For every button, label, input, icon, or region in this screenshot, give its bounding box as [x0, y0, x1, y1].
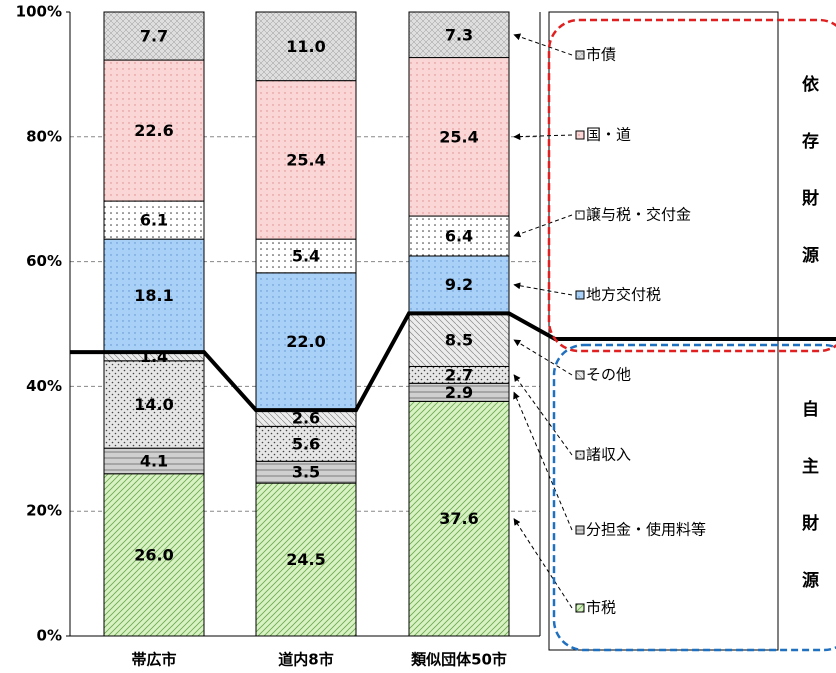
group-box — [547, 18, 836, 353]
value-label: 2.9 — [445, 383, 473, 402]
y-tick-label: 0% — [37, 627, 62, 645]
group-separator — [70, 311, 836, 413]
legend-frame — [548, 11, 779, 651]
value-label: 22.0 — [286, 332, 325, 351]
legend-swatch — [575, 50, 585, 60]
y-tick-label: 20% — [26, 502, 62, 520]
x-tick-label: 道内8市 — [278, 651, 333, 669]
bar-segment — [103, 11, 205, 61]
bar-segment — [103, 59, 205, 202]
value-label: 2.7 — [445, 365, 473, 384]
leader-arrow — [513, 339, 573, 376]
y-tick-label: 40% — [26, 377, 62, 395]
value-label: 4.1 — [140, 451, 168, 470]
bar-segment — [103, 473, 205, 637]
y-tick-label: 100% — [16, 3, 62, 21]
legend-swatch — [575, 450, 585, 460]
bar-segment — [408, 57, 510, 217]
value-label: 37.6 — [439, 509, 478, 528]
leader-arrow — [513, 214, 573, 238]
value-label: 2.6 — [292, 409, 320, 428]
legend-label: 分担金・使用料等 — [586, 521, 706, 539]
bar-segment — [255, 11, 357, 82]
value-label: 7.7 — [140, 27, 168, 46]
bar-segment — [255, 482, 357, 637]
leader-arrow — [513, 374, 573, 456]
group-box — [552, 343, 836, 652]
legend-label: 譲与税・交付金 — [586, 206, 691, 224]
value-label: 26.0 — [134, 545, 173, 564]
group-label: 依存財源 — [798, 74, 820, 303]
x-tick-label: 帯広市 — [131, 651, 176, 669]
value-label: 6.4 — [445, 227, 473, 246]
leader-arrow — [513, 391, 573, 531]
legend-swatch — [575, 210, 585, 220]
leader-arrow — [513, 518, 573, 609]
value-label: 9.2 — [445, 275, 473, 294]
y-tick-label: 80% — [26, 127, 62, 145]
value-label: 7.3 — [445, 25, 473, 44]
bar-segment — [408, 400, 510, 637]
bar-segment — [103, 360, 205, 449]
legend-swatch — [575, 603, 585, 613]
bar-segment — [255, 425, 357, 462]
value-label: 25.4 — [439, 127, 478, 146]
bar-segment — [103, 238, 205, 353]
value-label: 6.1 — [140, 211, 168, 230]
value-label: 11.0 — [286, 37, 325, 56]
legend-swatch — [575, 370, 585, 380]
leader-arrow — [513, 133, 573, 141]
value-label: 5.6 — [292, 434, 320, 453]
bar-segment — [103, 200, 205, 240]
legend-label: 諸収入 — [586, 446, 631, 464]
value-label: 25.4 — [286, 150, 325, 169]
legend-label: 国・道 — [586, 126, 631, 144]
legend-swatch — [575, 130, 585, 140]
legend-label: 市債 — [586, 46, 616, 64]
bar-segment — [408, 312, 510, 367]
value-label: 22.6 — [134, 121, 173, 140]
value-label: 24.5 — [286, 550, 325, 569]
y-tick-label: 60% — [26, 252, 62, 270]
legend-label: 地方交付税 — [586, 286, 661, 304]
legend-swatch — [575, 525, 585, 535]
legend-label: 市税 — [586, 599, 616, 617]
value-label: 14.0 — [134, 395, 173, 414]
bar-segment — [255, 238, 357, 274]
bar-segment — [255, 272, 357, 411]
value-label: 5.4 — [292, 246, 320, 265]
leader-arrow — [513, 33, 573, 56]
group-label: 自主財源 — [798, 399, 820, 628]
bar-segment — [408, 215, 510, 257]
x-tick-label: 類似団体50市 — [410, 651, 507, 669]
value-label: 3.5 — [292, 463, 320, 482]
value-label: 8.5 — [445, 330, 473, 349]
bar-segment — [408, 11, 510, 59]
leader-arrow — [513, 282, 573, 296]
legend-swatch — [575, 290, 585, 300]
bar-segment — [103, 447, 205, 475]
legend-label: その他 — [586, 366, 631, 384]
value-label: 18.1 — [134, 286, 173, 305]
